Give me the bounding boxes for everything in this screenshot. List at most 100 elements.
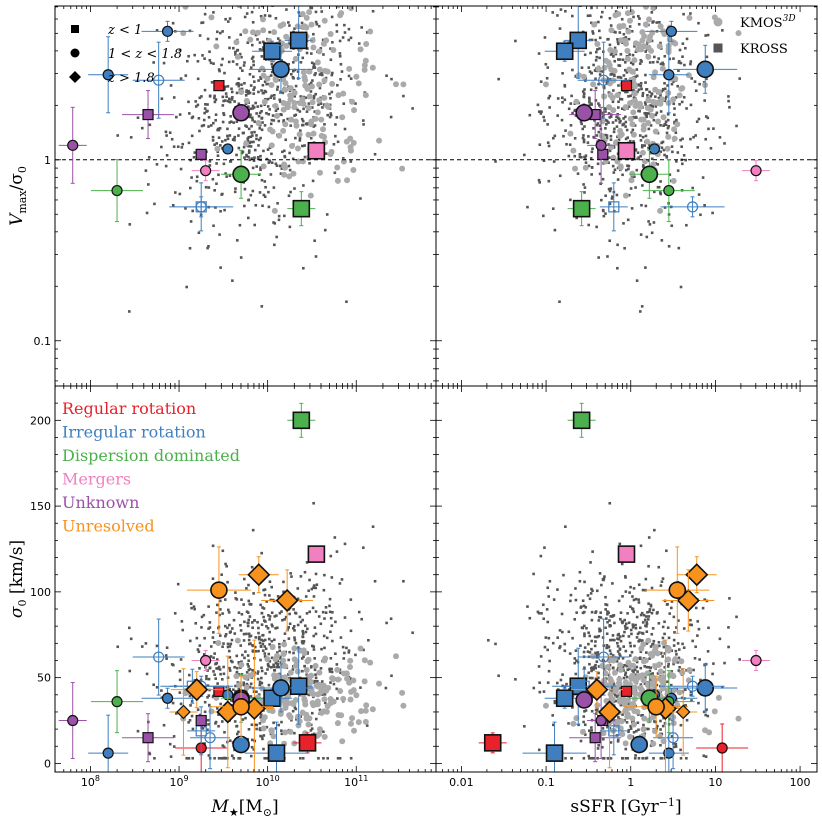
bg-kmos-point bbox=[361, 62, 368, 69]
bg-kross-point bbox=[287, 21, 290, 24]
bg-kross-point bbox=[608, 649, 612, 652]
bg-kross-point bbox=[625, 626, 629, 630]
bg-kross-point bbox=[594, 86, 598, 90]
bg-kross-point bbox=[245, 89, 248, 92]
bg-kross-point bbox=[268, 660, 272, 663]
bg-kmos-point bbox=[629, 121, 636, 128]
bg-kross-point bbox=[251, 644, 255, 648]
bg-kross-point bbox=[636, 670, 639, 673]
bg-kross-point bbox=[235, 670, 239, 674]
bg-kross-point bbox=[581, 90, 585, 93]
bg-kross-point bbox=[371, 525, 375, 528]
bg-kross-point bbox=[208, 164, 212, 167]
bg-kross-point bbox=[641, 184, 644, 187]
bg-kmos-point bbox=[269, 644, 276, 651]
bg-kross-point bbox=[265, 624, 268, 628]
bg-kmos-point bbox=[215, 640, 222, 647]
bg-kross-point bbox=[615, 125, 619, 128]
bg-kross-point bbox=[318, 708, 322, 712]
bg-kross-point bbox=[634, 115, 638, 119]
bg-kross-point bbox=[227, 36, 231, 39]
bg-kross-point bbox=[250, 131, 253, 134]
bg-kross-point bbox=[283, 618, 286, 621]
bg-kross-point bbox=[226, 85, 230, 88]
bg-kmos-point bbox=[609, 94, 616, 101]
galaxy-marker-circle bbox=[67, 714, 79, 727]
bg-kross-point bbox=[331, 71, 334, 75]
bg-kross-point bbox=[617, 657, 620, 660]
bg-kross-point bbox=[232, 121, 236, 124]
bg-kross-point bbox=[683, 1, 686, 4]
bg-kross-point bbox=[202, 118, 206, 122]
bg-kross-point bbox=[222, 672, 226, 676]
bg-kross-point bbox=[673, 107, 676, 110]
bg-kmos-point bbox=[610, 154, 617, 161]
bg-kross-point bbox=[321, 106, 324, 109]
bg-kross-point bbox=[313, 679, 316, 683]
bg-kross-point bbox=[636, 721, 640, 725]
bg-kross-point bbox=[359, 686, 362, 689]
bg-kross-point bbox=[329, 112, 333, 115]
bg-kross-point bbox=[330, 73, 334, 77]
bg-kross-point bbox=[389, 115, 393, 119]
bg-kross-point bbox=[226, 99, 230, 103]
bg-kmos-point bbox=[302, 0, 308, 3]
bg-kross-point bbox=[704, 755, 708, 758]
bg-kross-point bbox=[322, 730, 325, 734]
bg-kross-point bbox=[330, 670, 334, 674]
bg-kross-point bbox=[339, 671, 342, 675]
bg-kmos-point bbox=[666, 672, 673, 679]
bg-kross-point bbox=[547, 96, 551, 100]
bg-kross-point bbox=[658, 644, 661, 648]
bg-kross-point bbox=[225, 95, 228, 98]
bg-kross-point bbox=[389, 617, 393, 621]
tick-label-sigma: 0 bbox=[44, 757, 51, 770]
bg-kross-point bbox=[665, 156, 669, 159]
bg-kross-point bbox=[661, 625, 665, 629]
bg-kross-point bbox=[235, 239, 239, 242]
legend-circle-icon bbox=[70, 48, 80, 58]
bg-kross-point bbox=[270, 62, 274, 66]
galaxy-marker-diamond bbox=[185, 678, 209, 702]
bg-kross-point bbox=[207, 125, 210, 128]
bg-kross-point bbox=[226, 127, 229, 131]
bg-kross-point bbox=[561, 100, 564, 104]
bg-kross-point bbox=[598, 629, 602, 633]
bg-kross-point bbox=[171, 21, 175, 25]
bg-kross-point bbox=[278, 649, 282, 653]
tick-label-ssfr: 0.01 bbox=[449, 776, 474, 789]
bg-kross-point bbox=[666, 626, 670, 630]
bg-kross-point bbox=[277, 214, 281, 218]
bg-kross-point bbox=[673, 745, 676, 749]
bg-kmos-point bbox=[657, 100, 664, 107]
bg-kross-point bbox=[248, 158, 252, 162]
bg-kmos-point bbox=[269, 128, 276, 135]
bg-kross-point bbox=[638, 638, 641, 642]
bg-kross-point bbox=[659, 719, 662, 723]
bg-kross-point bbox=[655, 111, 659, 115]
bg-kross-point bbox=[616, 637, 619, 640]
bg-kross-point bbox=[220, 720, 224, 723]
bg-kross-point bbox=[692, 668, 695, 672]
bg-kross-point bbox=[628, 139, 632, 143]
bg-kross-point bbox=[197, 650, 201, 654]
bg-kross-point bbox=[330, 624, 334, 627]
bg-kross-point bbox=[249, 145, 253, 148]
bg-kmos-point bbox=[618, 718, 625, 725]
bg-kross-point bbox=[200, 21, 203, 25]
bg-kross-point bbox=[660, 146, 664, 150]
bg-kross-point bbox=[347, 649, 351, 652]
bg-kross-point bbox=[270, 639, 274, 643]
bg-kross-point bbox=[639, 139, 643, 142]
bg-kross-point bbox=[645, 651, 648, 654]
bg-kross-point bbox=[191, 756, 195, 760]
bg-kmos-point bbox=[306, 9, 313, 16]
bg-kross-point bbox=[260, 676, 263, 680]
bg-kross-point bbox=[637, 583, 641, 587]
bg-kross-point bbox=[181, 142, 185, 146]
bg-kmos-point bbox=[321, 696, 328, 703]
bg-kross-point bbox=[260, 638, 263, 642]
bg-kross-point bbox=[264, 672, 267, 675]
bg-kross-point bbox=[225, 175, 228, 178]
bg-kmos-point bbox=[316, 48, 323, 55]
